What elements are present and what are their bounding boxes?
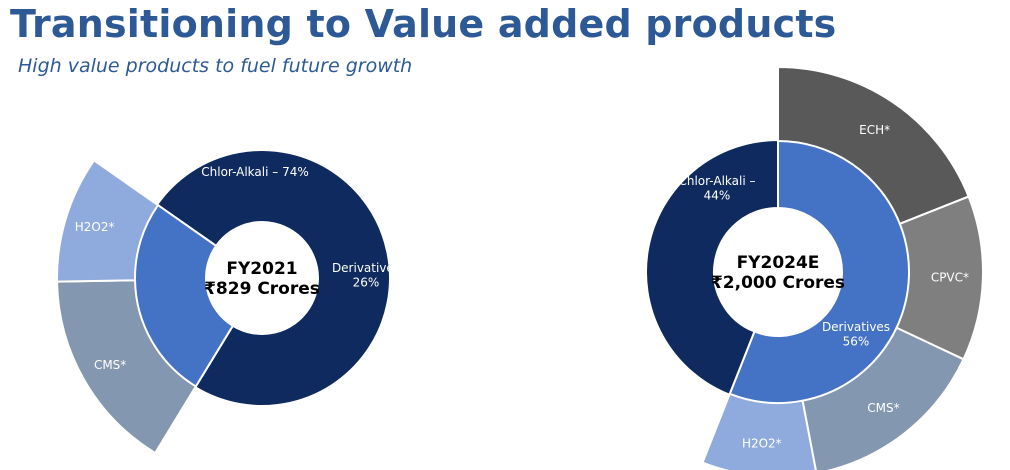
chart1-label-derivatives: Derivatives 26% — [332, 261, 400, 289]
chart2-center-label: FY2024E ₹2,000 Crores — [711, 253, 845, 293]
chart2-label-h2o2: H2O2* — [742, 436, 782, 450]
chart2-label-derivatives: Derivatives 56% — [822, 320, 890, 348]
chart2-inner-chlor-alkali — [645, 138, 779, 397]
chart2-label-cpvc: CPVC* — [931, 271, 969, 285]
chart2-outer-h2o2 — [701, 392, 817, 470]
chart1-inner-chlor-alkali — [155, 149, 391, 407]
chart1-label-chlor-alkali: Chlor-Alkali – 74% — [201, 165, 309, 179]
chart2-label-cms: CMS* — [867, 401, 899, 415]
chart1-label-h2o2: H2O2* — [75, 220, 115, 234]
chart1-outer-h2o2 — [56, 159, 160, 283]
page-subtitle: High value products to fuel future growt… — [18, 55, 413, 77]
chart2-label-chlor-alkali: Chlor-Alkali –44% — [678, 174, 755, 202]
chart1-label-cms: CMS* — [94, 358, 126, 372]
chart2-label-ech: ECH* — [859, 123, 890, 137]
chart1-center-label: FY2021 ₹829 Crores — [204, 259, 320, 299]
page-title: Transitioning to Value added products — [10, 2, 837, 46]
chart2-outer-cms — [801, 326, 965, 470]
